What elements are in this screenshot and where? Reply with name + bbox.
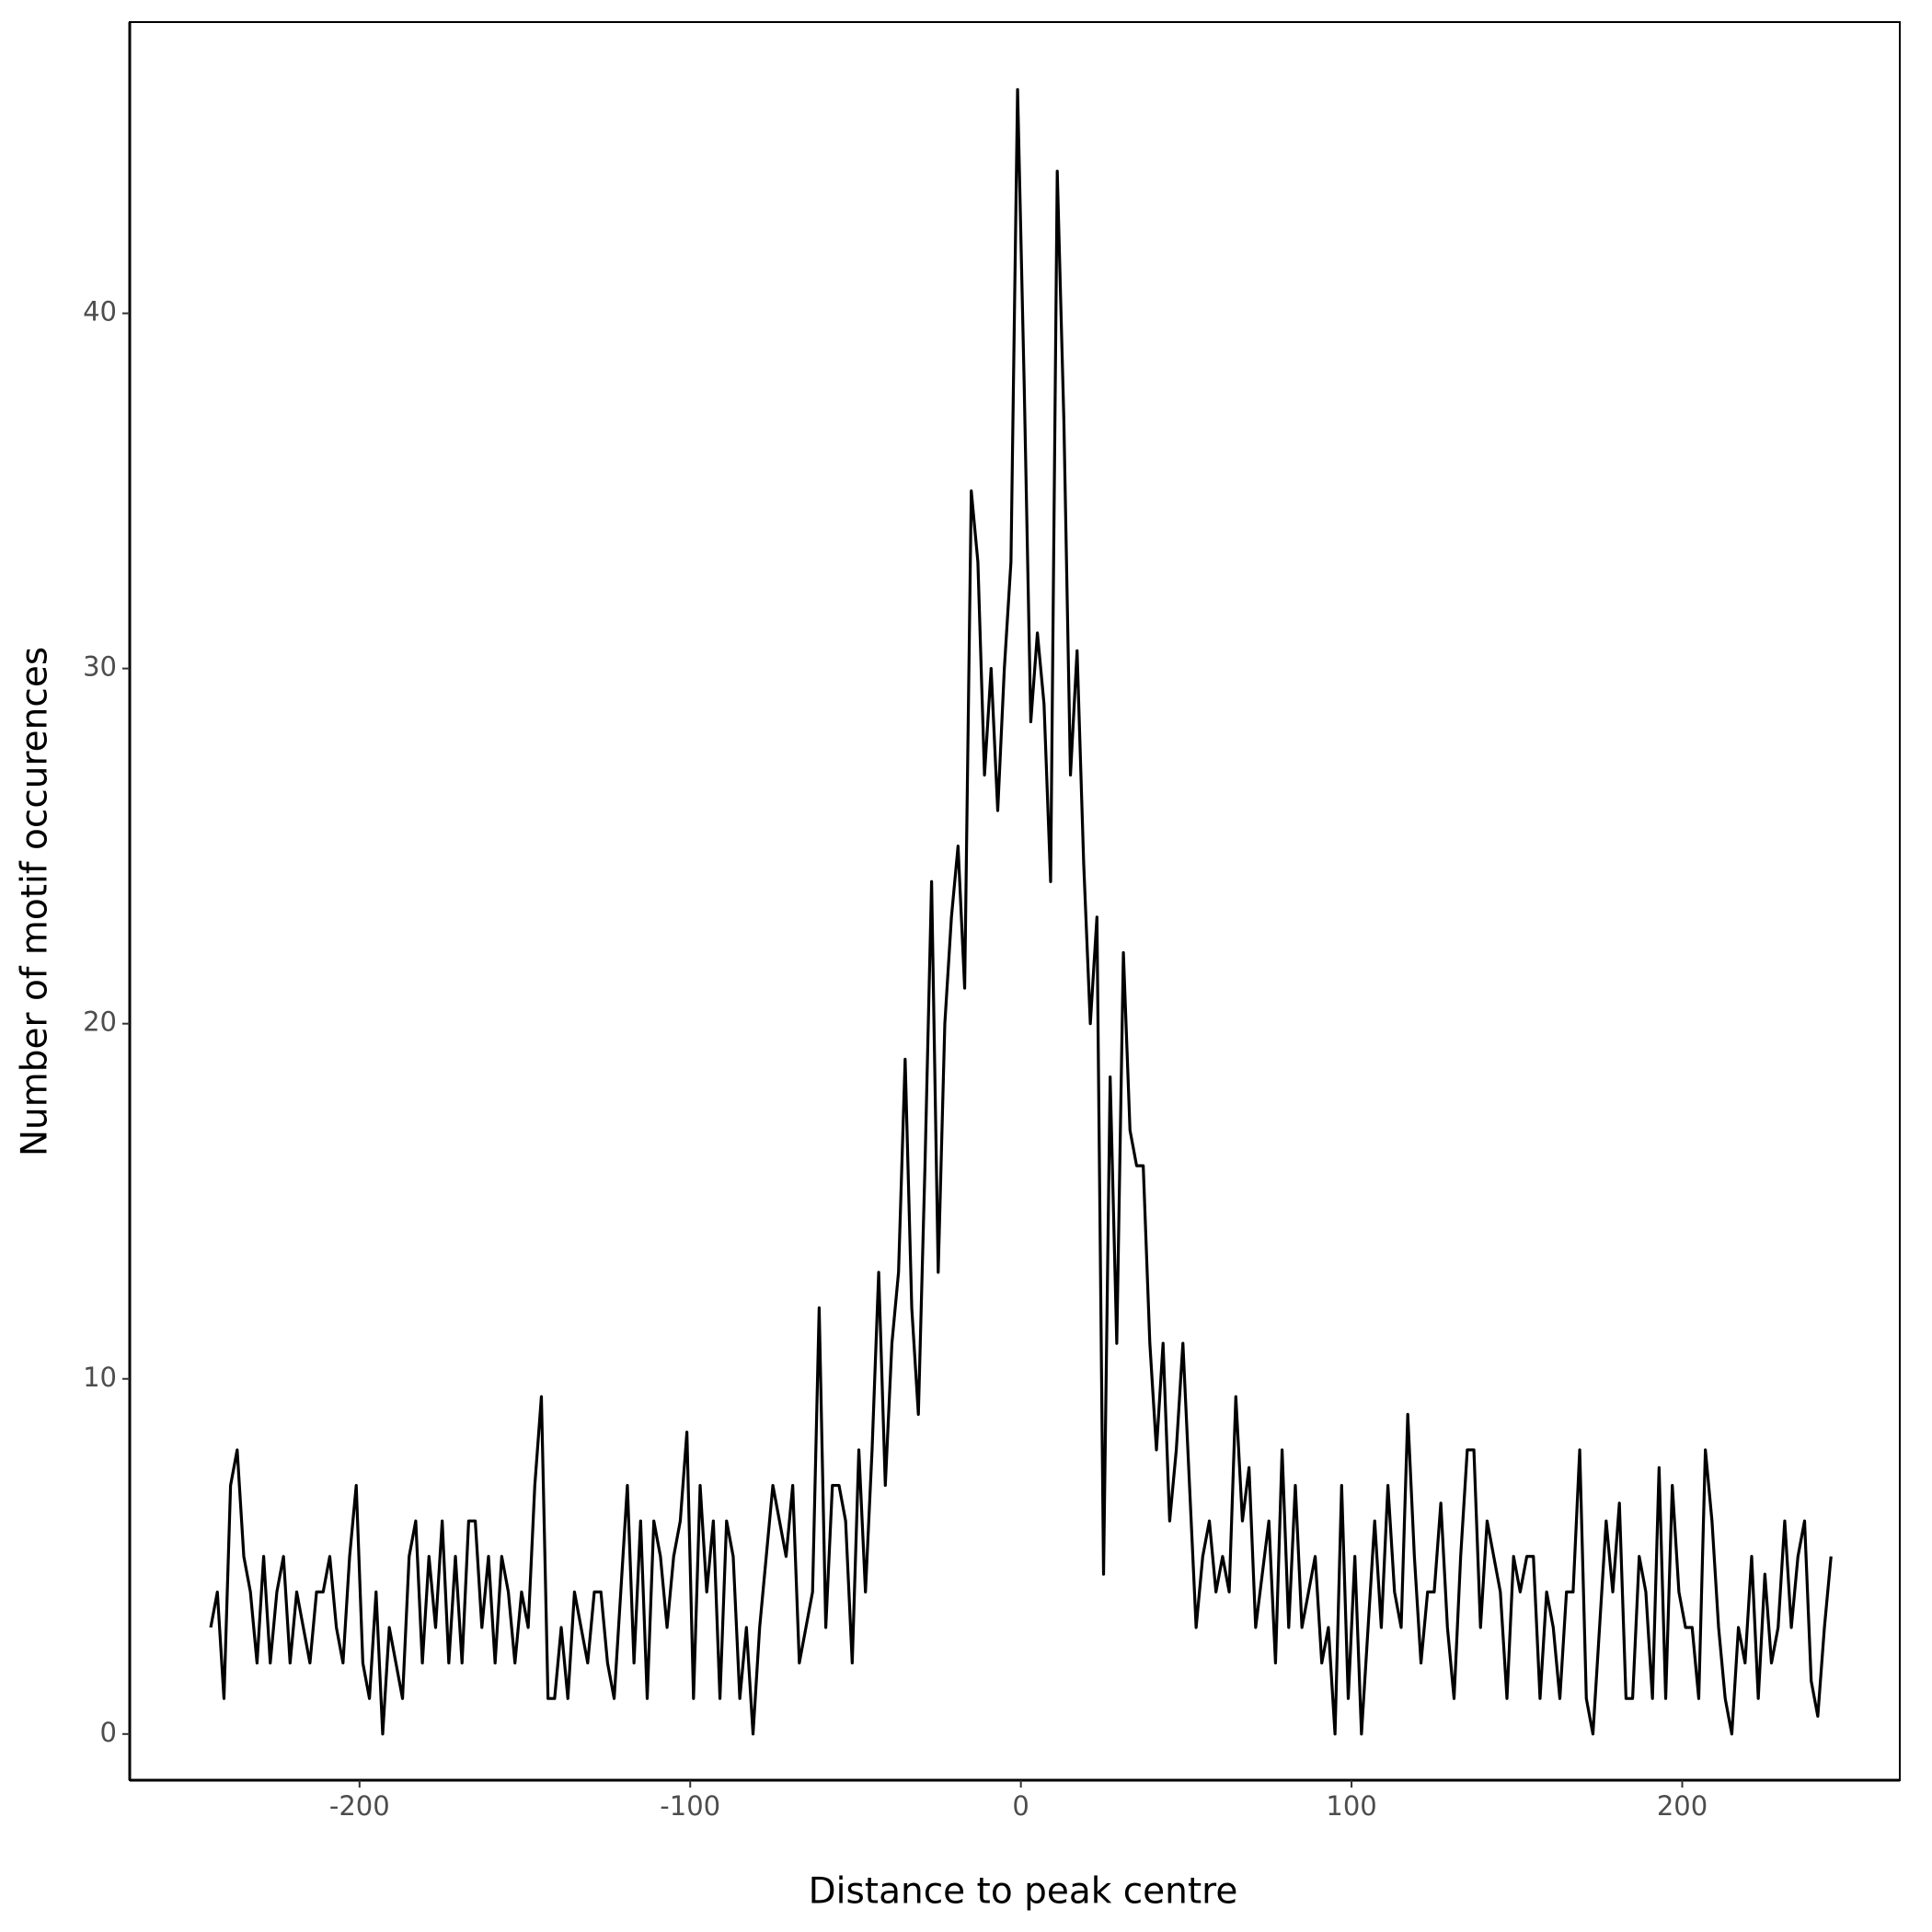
y-tick-label: 10: [83, 1362, 117, 1393]
y-axis-label: Number of motif occurences: [15, 647, 56, 1156]
x-tick-label: 100: [1326, 1790, 1376, 1822]
y-tick-label: 40: [83, 296, 117, 328]
x-tick-label: 0: [1012, 1790, 1029, 1822]
data-line: [209, 87, 1833, 1736]
x-tick-label: -200: [329, 1790, 390, 1822]
y-tick-label: 0: [100, 1717, 117, 1748]
x-axis-label: Distance to peak centre: [809, 1871, 1238, 1913]
x-tick-label: 200: [1657, 1790, 1708, 1822]
y-tick-label: 20: [83, 1006, 117, 1038]
y-tick-label: 30: [83, 651, 117, 683]
x-tick-label: -100: [660, 1790, 720, 1822]
